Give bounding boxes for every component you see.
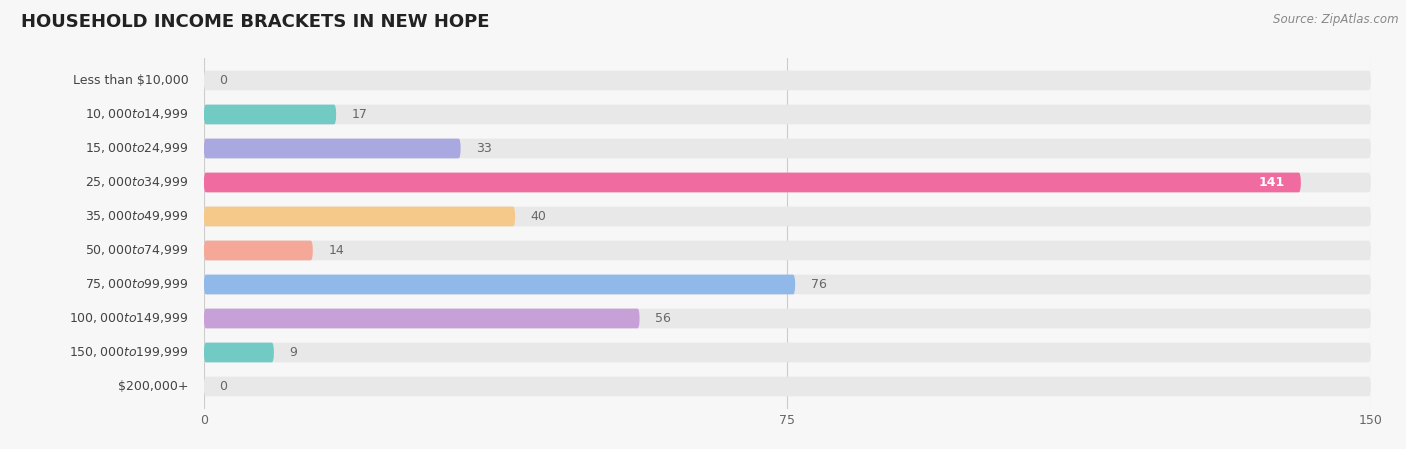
Text: HOUSEHOLD INCOME BRACKETS IN NEW HOPE: HOUSEHOLD INCOME BRACKETS IN NEW HOPE [21, 13, 489, 31]
Text: $15,000 to $24,999: $15,000 to $24,999 [84, 141, 188, 155]
Text: 76: 76 [811, 278, 827, 291]
Text: $10,000 to $14,999: $10,000 to $14,999 [84, 107, 188, 122]
FancyBboxPatch shape [204, 207, 1371, 226]
FancyBboxPatch shape [204, 275, 796, 295]
Text: Less than $10,000: Less than $10,000 [73, 74, 188, 87]
FancyBboxPatch shape [204, 241, 312, 260]
FancyBboxPatch shape [204, 70, 1371, 90]
Text: 0: 0 [219, 380, 228, 393]
Text: 14: 14 [329, 244, 344, 257]
FancyBboxPatch shape [204, 139, 461, 158]
Text: $150,000 to $199,999: $150,000 to $199,999 [69, 345, 188, 360]
FancyBboxPatch shape [204, 377, 1371, 396]
FancyBboxPatch shape [204, 308, 1371, 328]
FancyBboxPatch shape [204, 207, 515, 226]
FancyBboxPatch shape [204, 343, 274, 362]
Text: $200,000+: $200,000+ [118, 380, 188, 393]
Text: 56: 56 [655, 312, 671, 325]
FancyBboxPatch shape [204, 275, 1371, 295]
Text: 0: 0 [219, 74, 228, 87]
Text: $35,000 to $49,999: $35,000 to $49,999 [84, 210, 188, 224]
FancyBboxPatch shape [204, 172, 1371, 192]
Text: Source: ZipAtlas.com: Source: ZipAtlas.com [1274, 13, 1399, 26]
Text: $25,000 to $34,999: $25,000 to $34,999 [84, 176, 188, 189]
Text: $100,000 to $149,999: $100,000 to $149,999 [69, 312, 188, 326]
FancyBboxPatch shape [204, 308, 640, 328]
FancyBboxPatch shape [204, 343, 1371, 362]
FancyBboxPatch shape [204, 172, 1301, 192]
FancyBboxPatch shape [204, 139, 1371, 158]
Text: $50,000 to $74,999: $50,000 to $74,999 [84, 243, 188, 257]
Text: 141: 141 [1258, 176, 1285, 189]
Text: $75,000 to $99,999: $75,000 to $99,999 [84, 277, 188, 291]
FancyBboxPatch shape [204, 241, 1371, 260]
Text: 17: 17 [352, 108, 367, 121]
Text: 40: 40 [530, 210, 547, 223]
Text: 9: 9 [290, 346, 297, 359]
FancyBboxPatch shape [204, 105, 1371, 124]
FancyBboxPatch shape [204, 105, 336, 124]
Text: 33: 33 [477, 142, 492, 155]
